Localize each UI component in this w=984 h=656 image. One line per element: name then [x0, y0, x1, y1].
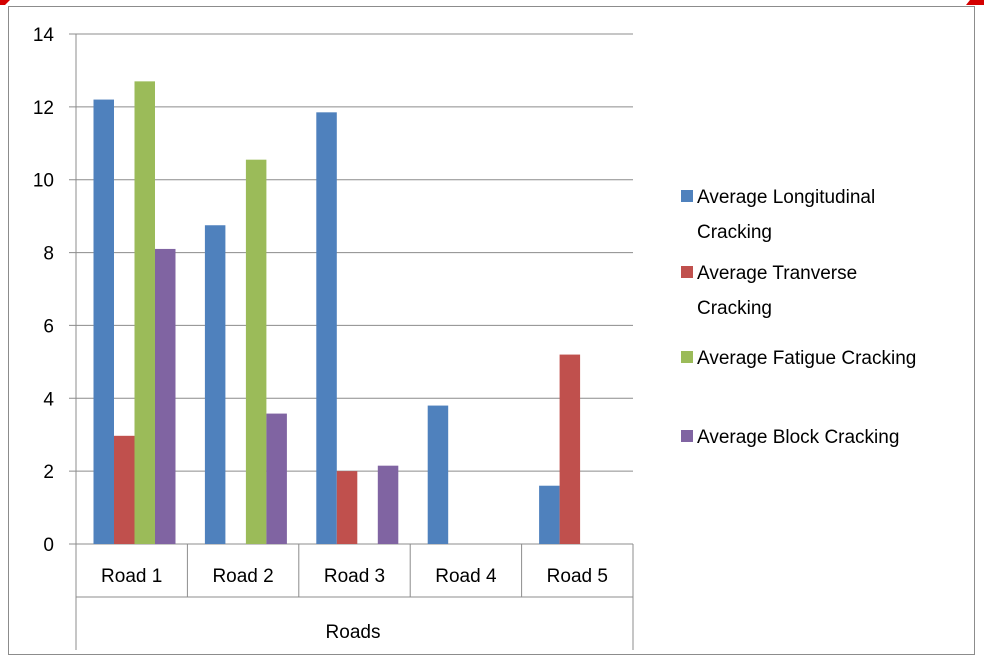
y-axis-ticks: 0 2 4 6 8 10 12 14 — [33, 25, 55, 556]
cropped-header-fragment-right — [966, 0, 984, 5]
bars — [93, 81, 581, 545]
bar — [539, 485, 560, 544]
bar — [245, 159, 267, 544]
legend-label: Average Longitudinal — [697, 187, 875, 208]
legend-label: Cracking — [697, 222, 772, 243]
chart-border — [8, 6, 975, 655]
bar — [114, 435, 135, 544]
bar — [377, 465, 399, 544]
cropped-header-fragment-left — [0, 0, 10, 5]
legend-swatch — [681, 190, 693, 202]
bar — [336, 471, 358, 544]
legend-label: Cracking — [697, 298, 772, 319]
x-tick-label: Road 3 — [324, 566, 385, 587]
x-tick-label: Road 5 — [547, 566, 608, 587]
y-tick-label: 0 — [43, 535, 54, 556]
legend-label: Average Block Cracking — [697, 427, 899, 448]
x-tick-label: Road 2 — [212, 566, 273, 587]
y-tick-label: 6 — [43, 316, 54, 337]
y-tick-label: 4 — [43, 389, 54, 410]
y-tick-label: 8 — [43, 244, 54, 265]
legend-label: Average Tranverse — [697, 263, 857, 284]
legend: Average Longitudinal Cracking Average Tran… — [681, 187, 916, 448]
legend-swatch — [681, 430, 693, 442]
bar — [266, 413, 287, 544]
y-tick-label: 2 — [43, 462, 54, 483]
bar — [559, 354, 581, 544]
bar — [134, 81, 155, 544]
legend-swatch — [681, 351, 693, 363]
x-tick-label: Road 1 — [101, 566, 162, 587]
bar — [204, 225, 226, 544]
bar — [155, 248, 176, 544]
legend-label: Average Fatigue Cracking — [697, 348, 916, 369]
y-tick-label: 10 — [33, 171, 54, 192]
x-axis: Road 1 Road 2 Road 3 Road 4 Road 5 — [75, 34, 634, 650]
y-tick-label: 14 — [33, 25, 55, 46]
bar — [427, 405, 449, 544]
legend-swatch — [681, 266, 693, 278]
bar — [93, 99, 114, 545]
x-tick-label: Road 4 — [435, 566, 497, 587]
bar — [316, 112, 337, 545]
y-tick-label: 12 — [33, 98, 54, 119]
x-axis-title: Roads — [326, 622, 381, 643]
